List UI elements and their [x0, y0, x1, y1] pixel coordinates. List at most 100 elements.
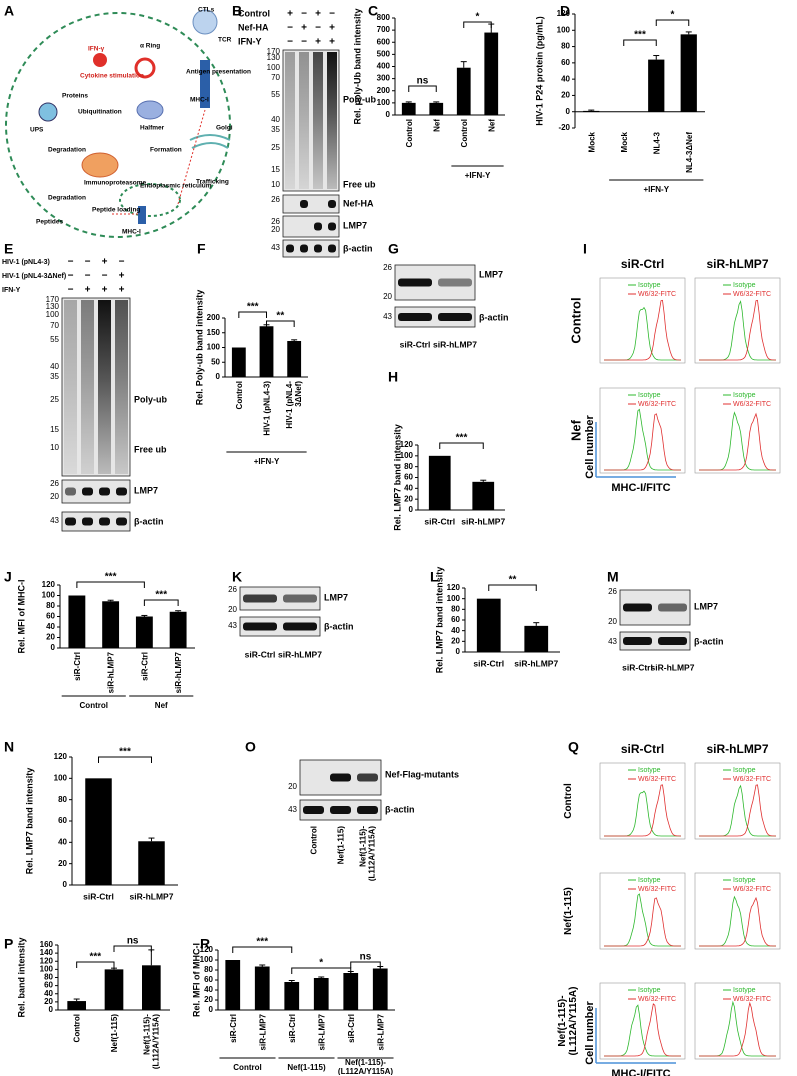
condition-sign: − — [102, 271, 108, 282]
x-tick-label-box: siR-LMP7 — [376, 1014, 385, 1050]
legend-label: W6/32-FITC — [733, 996, 771, 1003]
significance-bracket — [76, 961, 115, 968]
y-tick-label: 120 — [42, 580, 56, 589]
y-axis-label: Rel. band intensity — [16, 937, 26, 1017]
legend-label: W6/32-FITC — [733, 776, 771, 783]
condition-sign: − — [301, 9, 307, 20]
y-tick-label: 60 — [404, 473, 413, 482]
row-label: Control — [562, 783, 574, 819]
y-tick-label: 40 — [58, 837, 67, 846]
y-axis-label: Rel. LMP7 band intensity — [392, 424, 402, 531]
mw-marker: 43 — [271, 243, 280, 252]
x-tick-label-box: HIV-1 (pNL4-3) — [262, 381, 271, 436]
y-tick-label: -20 — [558, 123, 570, 132]
mw-marker: 26 — [271, 217, 280, 226]
mw-marker: 20 — [288, 782, 297, 791]
bar — [67, 1001, 86, 1010]
x-tick-label: siR-LMP7 — [257, 1014, 267, 1051]
band-label: β-actin — [694, 636, 724, 646]
y-tick-label: 200 — [377, 86, 391, 95]
mw-marker: 100 — [46, 310, 60, 319]
y-tick-label: 140 — [40, 948, 54, 957]
histogram-curve — [699, 896, 776, 947]
legend-label: Isotype — [733, 392, 756, 399]
y-tick-label: 60 — [561, 58, 570, 67]
band — [314, 222, 322, 231]
condition-sign: − — [68, 271, 74, 282]
band — [438, 278, 472, 287]
mhc-receptor — [200, 60, 210, 108]
y-tick-label: 0 — [209, 1005, 214, 1014]
band — [328, 200, 336, 208]
bar — [135, 616, 153, 648]
condition-sign: − — [68, 257, 74, 268]
band-label: LMP7 — [324, 592, 348, 602]
band-label: Poly-ub — [343, 94, 377, 104]
x-tick-label: Mock — [586, 132, 596, 153]
smear — [115, 300, 128, 474]
column-title: siR-hLMP7 — [706, 742, 768, 756]
smear — [98, 300, 111, 474]
y-tick-label: 80 — [204, 965, 213, 974]
condition-sign: + — [102, 257, 108, 268]
bar — [484, 32, 499, 115]
legend-label: Isotype — [638, 392, 661, 399]
band — [300, 200, 308, 208]
significance-label: ns — [360, 952, 372, 963]
group-label-box: Control — [80, 701, 108, 710]
y-tick-label: 0 — [409, 505, 414, 514]
x-tick-label: Control — [72, 1014, 82, 1043]
bar — [401, 102, 416, 115]
band — [116, 517, 127, 526]
band — [65, 487, 76, 496]
x-tick-label-box: Nef(1-115)-(L112A/Y115A) — [142, 1014, 160, 1069]
column-title: siR-Ctrl — [621, 742, 664, 756]
y-tick-label: 20 — [561, 91, 570, 100]
bar — [225, 960, 241, 1010]
lane-label: siR-Ctrl — [245, 649, 276, 659]
x-tick-label: Control — [234, 381, 244, 410]
legend-label: W6/32-FITC — [638, 401, 676, 408]
x-tick-label-box: siR-Ctrl — [140, 652, 149, 681]
mw-marker: 20 — [50, 492, 59, 501]
row-label: Control — [568, 297, 583, 344]
panel-letter: N — [4, 739, 14, 755]
significance-label: *** — [105, 572, 117, 583]
smear — [285, 52, 295, 189]
bar — [231, 347, 246, 377]
diagram-label: MHC-I — [190, 97, 209, 104]
band — [82, 517, 93, 526]
mw-marker: 20 — [383, 292, 392, 301]
significance-bracket — [291, 967, 352, 974]
band — [328, 244, 336, 253]
band — [398, 313, 432, 321]
mw-marker: 10 — [50, 443, 59, 452]
significance-bracket — [143, 599, 179, 606]
x-tick-label-box: Mock — [619, 132, 628, 152]
band — [99, 487, 110, 496]
condition-sign: − — [287, 23, 293, 34]
band — [314, 244, 322, 253]
histogram-curve — [604, 1003, 681, 1057]
y-tick-label: 0 — [51, 643, 56, 652]
mw-marker: 35 — [50, 372, 59, 381]
x-tick-label-box: siR-LMP7 — [257, 1014, 267, 1051]
y-tick-label: 0 — [49, 1005, 54, 1014]
lane-label: Nef(1-115) — [336, 826, 345, 865]
y-tick-label: 150 — [207, 328, 221, 337]
x-tick-label-box: Mock — [586, 132, 596, 153]
y-tick-label: 120 — [447, 583, 461, 592]
y-tick-label: 20 — [44, 997, 53, 1006]
group-label-box: Control — [233, 1063, 261, 1072]
mw-marker: 35 — [271, 125, 280, 134]
y-axis-label: Rel. MFI of MHC-I — [16, 580, 26, 654]
band-label: β-actin — [134, 516, 164, 526]
y-tick-label: 500 — [377, 49, 391, 58]
diagram-label: Antigen presentation — [186, 69, 251, 76]
mw-marker: 20 — [271, 225, 280, 234]
y-tick-label: 80 — [404, 462, 413, 471]
mw-marker: 26 — [608, 587, 617, 596]
histogram-curve — [699, 784, 776, 837]
significance-bracket — [98, 756, 152, 763]
